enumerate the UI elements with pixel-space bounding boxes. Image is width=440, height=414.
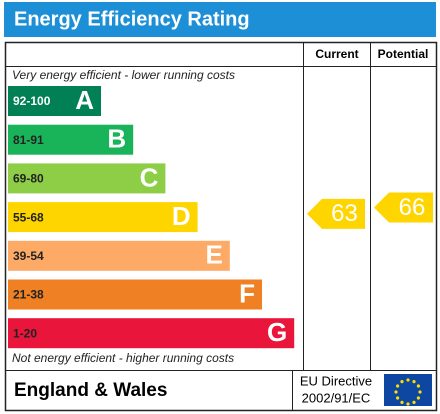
band-range: 55-68 xyxy=(13,210,44,224)
potential-arrow xyxy=(374,192,433,223)
band xyxy=(8,124,134,155)
band-letter: B xyxy=(107,124,126,154)
band-letter: F xyxy=(239,278,255,308)
band xyxy=(8,279,262,310)
title-bar xyxy=(4,2,436,37)
band-letter: E xyxy=(205,240,222,270)
column-header: Potential xyxy=(378,47,429,61)
directive: 2002/91/EC xyxy=(302,390,371,405)
band-range: 21-38 xyxy=(13,288,44,302)
band-range: 69-80 xyxy=(13,172,44,186)
title: Energy Efficiency Rating xyxy=(14,8,250,30)
band-letter: D xyxy=(172,201,191,231)
column-header: Current xyxy=(315,47,358,61)
frame xyxy=(4,41,438,412)
band-letter: G xyxy=(267,317,287,347)
top-note: Very energy efficient - lower running co… xyxy=(12,68,235,82)
band-range: 39-54 xyxy=(13,249,44,263)
bottom-note: Not energy efficient - higher running co… xyxy=(12,351,234,365)
band xyxy=(8,318,295,349)
band-range: 92-100 xyxy=(13,94,51,108)
band xyxy=(8,202,198,233)
directive: EU Directive xyxy=(300,373,372,388)
current-arrow xyxy=(307,198,365,229)
band xyxy=(8,86,101,116)
region: England & Wales xyxy=(14,380,167,401)
band-letter: C xyxy=(140,162,159,192)
band-letter: A xyxy=(75,85,94,115)
band-range: 81-91 xyxy=(13,133,44,147)
band xyxy=(8,240,230,271)
current-value: 63 xyxy=(331,200,358,227)
band xyxy=(8,163,166,194)
eu-flag xyxy=(384,374,432,406)
potential-value: 66 xyxy=(399,194,426,221)
band-range: 1-20 xyxy=(13,326,37,340)
